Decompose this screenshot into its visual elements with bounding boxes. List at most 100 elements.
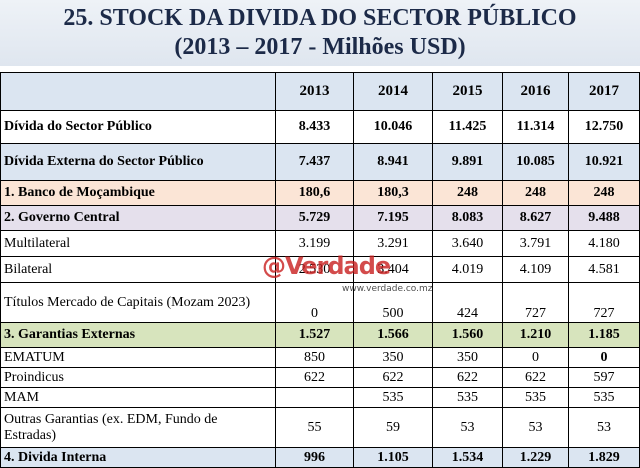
- table-row: Títulos Mercado de Capitais (Mozam 2023)…: [0, 282, 640, 323]
- value-cell: 53: [502, 407, 569, 448]
- value-cell: 0: [502, 347, 569, 368]
- empty-cell: [275, 387, 354, 408]
- row-label: Multilateral: [0, 230, 276, 257]
- value-cell: 350: [432, 347, 503, 368]
- value-cell: 0: [568, 347, 640, 368]
- row-label: Dívida do Sector Público: [0, 110, 276, 144]
- value-cell: 55: [275, 407, 354, 448]
- value-cell: 535: [502, 387, 569, 408]
- value-cell: 1.829: [568, 447, 640, 468]
- value-cell: 10.046: [353, 110, 433, 144]
- value-cell: 10.085: [502, 143, 569, 181]
- table-row: Outras Garantias (ex. EDM, Fundo de Estr…: [0, 407, 640, 448]
- value-cell: 2.530: [275, 256, 354, 283]
- value-cell: 8.083: [432, 205, 503, 231]
- column-header: 2015: [432, 72, 503, 111]
- value-cell: 8.627: [502, 205, 569, 231]
- value-cell: 622: [275, 367, 354, 388]
- value-cell: 622: [353, 367, 433, 388]
- table-row: EMATUM 850 350 350 0 0: [0, 347, 640, 368]
- table-row: Bilateral 2.530 3.404 4.019 4.109 4.581: [0, 256, 640, 283]
- value-cell: 11.314: [502, 110, 569, 144]
- table-row: Dívida do Sector Público 8.433 10.046 11.42…: [0, 110, 640, 144]
- value-cell: 11.425: [432, 110, 503, 144]
- value-cell: 1.566: [353, 322, 433, 348]
- row-label: 4. Divida Interna: [0, 447, 276, 468]
- value-cell: 1.527: [275, 322, 354, 348]
- value-cell: 8.941: [353, 143, 433, 181]
- column-header: 2017: [568, 72, 640, 111]
- value-cell: 727: [568, 282, 640, 323]
- value-cell: 248: [568, 180, 640, 206]
- column-header: 2013: [275, 72, 354, 111]
- value-cell: 500: [353, 282, 433, 323]
- value-cell: 180,6: [275, 180, 354, 206]
- table-row: Proindicus 622 622 622 622 597: [0, 367, 640, 388]
- value-cell: 1.560: [432, 322, 503, 348]
- value-cell: 1.105: [353, 447, 433, 468]
- table-row: 3. Garantias Externas 1.527 1.566 1.560 1.21…: [0, 322, 640, 348]
- row-label: Proindicus: [0, 367, 276, 388]
- value-cell: 9.891: [432, 143, 503, 181]
- row-label: 1. Banco de Moçambique: [0, 180, 276, 206]
- row-label: MAM: [0, 387, 276, 408]
- value-cell: 7.437: [275, 143, 354, 181]
- table-row: 4. Divida Interna 996 1.105 1.534 1.229 1.829: [0, 447, 640, 468]
- table-row: 1. Banco de Moçambique 180,6 180,3 248 248 24…: [0, 180, 640, 206]
- value-cell: 248: [432, 180, 503, 206]
- value-cell: 5.729: [275, 205, 354, 231]
- value-cell: 3.199: [275, 230, 354, 257]
- value-cell: 7.195: [353, 205, 433, 231]
- value-cell: 9.488: [568, 205, 640, 231]
- value-cell: 727: [502, 282, 569, 323]
- value-cell: 535: [353, 387, 433, 408]
- title-line: (2013 – 2017 - Milhões USD): [174, 34, 466, 60]
- value-cell: 180,3: [353, 180, 433, 206]
- value-cell: 3.404: [353, 256, 433, 283]
- value-cell: 1.185: [568, 322, 640, 348]
- value-cell: 1.210: [502, 322, 569, 348]
- column-header: 2016: [502, 72, 569, 111]
- value-cell: 4.180: [568, 230, 640, 257]
- value-cell: 248: [502, 180, 569, 206]
- value-cell: 535: [568, 387, 640, 408]
- data-table: 2013 2014 2015 2016 2017 Dívida do Sector Púb…: [0, 72, 640, 468]
- value-cell: 1.534: [432, 447, 503, 468]
- value-cell: 10.921: [568, 143, 640, 181]
- value-cell: 12.750: [568, 110, 640, 144]
- row-label: Dívida Externa do Sector Público: [0, 143, 276, 181]
- header-cell: [0, 72, 276, 111]
- value-cell: 350: [353, 347, 433, 368]
- value-cell: 4.109: [502, 256, 569, 283]
- value-cell: 59: [353, 407, 433, 448]
- value-cell: 3.640: [432, 230, 503, 257]
- value-cell: 850: [275, 347, 354, 368]
- row-label: Títulos Mercado de Capitais (Mozam 2023): [0, 282, 276, 323]
- value-cell: 3.791: [502, 230, 569, 257]
- value-cell: 622: [432, 367, 503, 388]
- value-cell: 1.229: [502, 447, 569, 468]
- row-label: Bilateral: [0, 256, 276, 283]
- title-line: 25. STOCK DA DIVIDA DO SECTOR PÚBLICO: [63, 5, 577, 31]
- value-cell: 622: [502, 367, 569, 388]
- value-cell: 0: [275, 282, 354, 323]
- row-label: 2. Governo Central: [0, 205, 276, 231]
- value-cell: 3.291: [353, 230, 433, 257]
- value-cell: 8.433: [275, 110, 354, 144]
- title-block: 25. STOCK DA DIVIDA DO SECTOR PÚBLICO (2…: [0, 0, 640, 66]
- row-label: Outras Garantias (ex. EDM, Fundo de Estr…: [0, 407, 276, 448]
- row-label: 3. Garantias Externas: [0, 322, 276, 348]
- value-cell: 53: [432, 407, 503, 448]
- table-row: MAM 535 535 535 535: [0, 387, 640, 408]
- table-row: 2. Governo Central 5.729 7.195 8.083 8.627 9.…: [0, 205, 640, 231]
- value-cell: 4.581: [568, 256, 640, 283]
- table-row: Dívida Externa do Sector Público 7.437 8.9…: [0, 143, 640, 181]
- value-cell: 996: [275, 447, 354, 468]
- value-cell: 597: [568, 367, 640, 388]
- value-cell: 53: [568, 407, 640, 448]
- row-label: EMATUM: [0, 347, 276, 368]
- table-row: Multilateral 3.199 3.291 3.640 3.791 4.180: [0, 230, 640, 257]
- header-row: 2013 2014 2015 2016 2017: [0, 72, 640, 111]
- column-header: 2014: [353, 72, 433, 111]
